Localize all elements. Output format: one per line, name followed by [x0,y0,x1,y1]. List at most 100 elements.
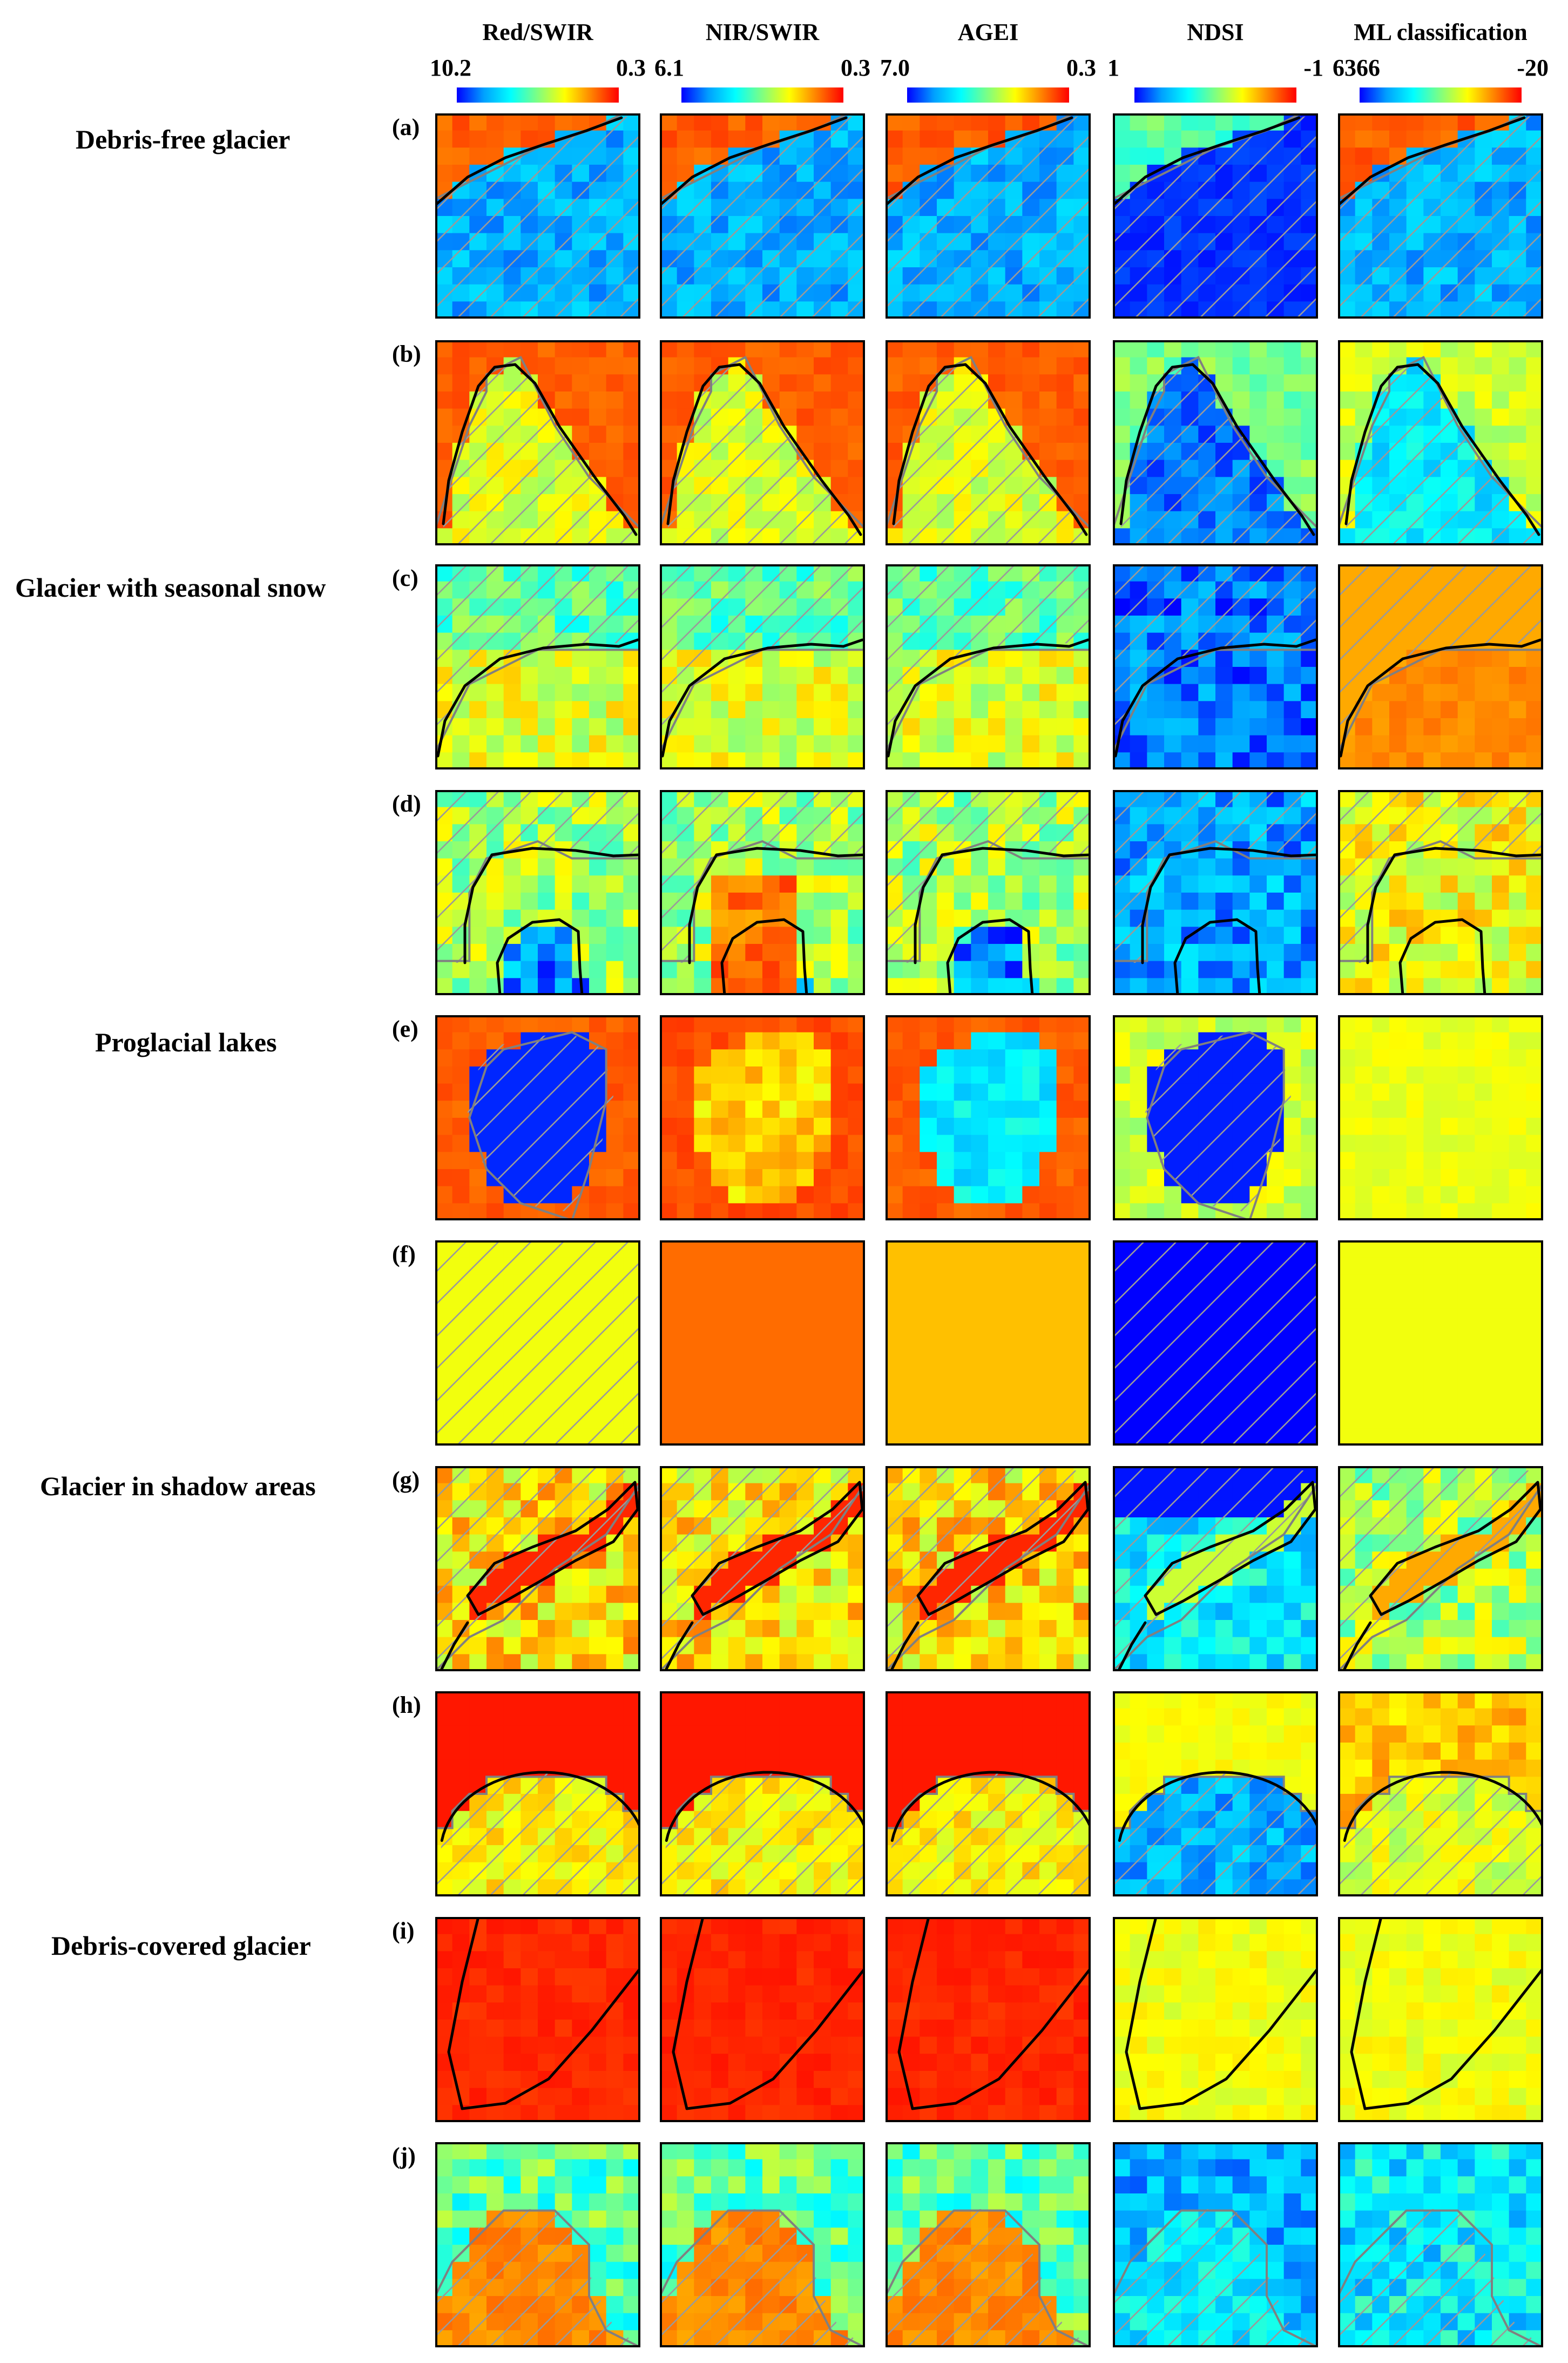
classified-boundary [1338,355,1543,545]
panel-image [660,1015,865,1220]
pixel-grid [435,1917,640,2122]
image-panel [1113,1466,1318,1671]
panel-frame [660,790,865,995]
glacier-outline [1344,363,1540,536]
classified-boundary [886,564,1091,753]
panel-frame [1338,1015,1543,1220]
panel-frame [886,790,1091,995]
image-panel [1338,340,1543,545]
column-title: NDSI [1187,19,1244,45]
panel-frame [1338,2142,1543,2347]
glacier-outline [1119,363,1315,536]
glacier-outline [664,1621,694,1671]
panel-frame [660,113,865,319]
panel-image [886,564,1091,769]
classified-boundary [435,355,640,545]
panel-image [1113,2142,1318,2347]
panel-image [1338,564,1543,769]
panel-frame [1338,340,1543,545]
image-panel [1338,113,1543,319]
glacier-outline [1117,1621,1147,1671]
glacier-outline [946,918,1034,995]
panel-frame [660,2142,865,2347]
image-panel [1113,2142,1318,2347]
image-panel [886,1691,1091,1896]
panel-image [1338,2142,1543,2347]
classified-boundary [435,2209,640,2347]
panel-frame [1113,1015,1318,1220]
image-panel [886,2142,1091,2347]
image-panel [886,340,1091,545]
panel-frame [886,2142,1091,2347]
panel-frame [1338,790,1543,995]
panel-image [435,113,640,319]
panel-image [660,340,865,545]
panel-label: (b) [392,341,421,367]
panel-label: (j) [392,2143,416,2169]
image-panel [1113,1917,1318,2122]
panel-frame [435,340,640,545]
panel-frame [1338,1691,1543,1896]
colorbar-max-label: -20 [1517,55,1549,81]
glacier-outline [672,1917,865,2110]
panel-frame [660,1240,865,1446]
panel-image [1113,1015,1318,1220]
image-panel [435,340,640,545]
panel-image [1113,1691,1318,1896]
panel-image [886,340,1091,545]
glacier-outline [660,116,848,207]
glacier-outline [442,363,638,536]
classified-boundary [886,355,1091,545]
image-panel [886,113,1091,319]
colorbar-gradient [1360,87,1522,103]
panel-image [435,340,640,545]
panel-frame [435,1466,640,1671]
pixel-grid [1338,1240,1543,1446]
panel-frame [1338,564,1543,769]
image-panel [435,1691,640,1896]
panel-frame [1338,1240,1543,1446]
classified-boundary [660,355,865,545]
panel-image [886,2142,1091,2347]
panel-image [660,1466,865,1671]
panel-image [886,1466,1091,1671]
glacier-outline [1338,116,1526,207]
colorbar-gradient [457,87,619,103]
image-panel [660,1466,865,1671]
image-panel [1338,1466,1543,1671]
pixel-grid [660,1015,865,1220]
classified-boundary [1113,564,1318,753]
panel-image [886,1917,1091,2122]
image-panel [660,113,865,319]
pixel-grid [1338,1015,1543,1220]
image-panel [1113,1240,1318,1446]
panel-image [1338,1015,1543,1220]
panel-label: (i) [392,1918,415,1944]
classified-boundary [1113,1466,1318,1671]
classified-boundary [1338,564,1543,753]
glacier-outline [665,1771,865,1842]
panel-image [1113,564,1318,769]
classified-boundary [1338,1466,1543,1671]
glacier-outline [886,116,1073,207]
colorbar-min-label: 6366 [1333,55,1380,81]
image-panel [1338,1917,1543,2122]
panel-image [886,113,1091,319]
colorbar-gradient [681,87,843,103]
panel-frame [886,113,1091,319]
panel-image [435,1917,640,2122]
colorbar-max-label: 0.3 [841,55,870,81]
pixel-grid [660,1240,865,1446]
glacier-outline [661,638,864,758]
panel-frame [1113,2142,1318,2347]
panel-frame [660,1015,865,1220]
image-panel [886,1466,1091,1671]
panel-frame [1338,1917,1543,2122]
panel-image [1113,340,1318,545]
glacier-outline [890,1771,1091,1842]
panel-image [660,1917,865,2122]
image-panel [660,1015,865,1220]
image-panel [1113,790,1318,995]
panel-frame [886,564,1091,769]
column-title: AGEI [957,19,1019,45]
